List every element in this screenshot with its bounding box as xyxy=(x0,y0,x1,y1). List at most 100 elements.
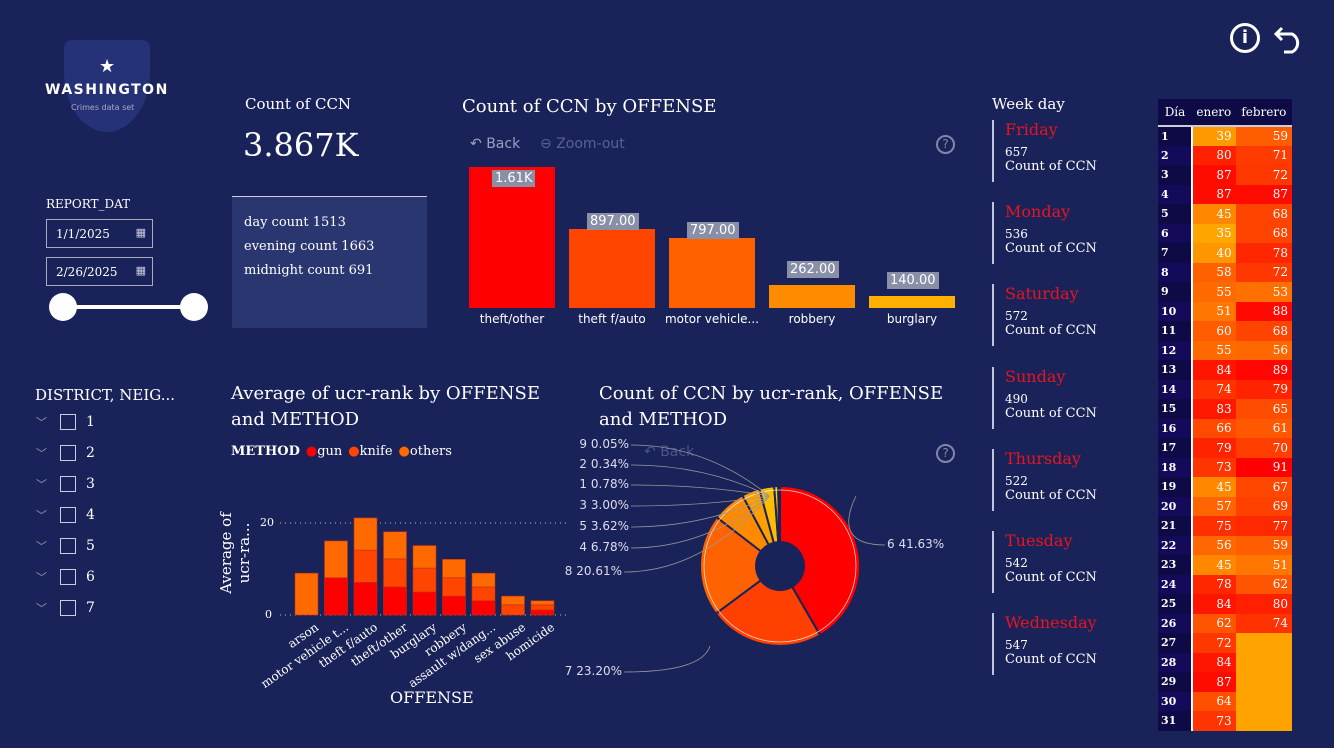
col-dia[interactable]: Día xyxy=(1158,99,1192,127)
bar-others-7[interactable] xyxy=(501,595,525,606)
day-cell: 7 xyxy=(1158,243,1193,263)
enero-cell: 51 xyxy=(1192,301,1236,321)
checkbox[interactable] xyxy=(60,600,76,616)
chevron-down-icon[interactable]: ﹀ xyxy=(36,478,47,491)
bar-robbery[interactable] xyxy=(769,285,855,308)
weekday-name: Monday xyxy=(1005,202,1071,222)
bar-others-6[interactable] xyxy=(471,572,496,588)
zoom-out-button[interactable]: ⊖ Zoom-out xyxy=(540,136,625,152)
slice-8[interactable] xyxy=(699,515,763,616)
calendar-icon[interactable]: ▦ xyxy=(135,264,146,277)
district-item-7[interactable]: ﹀ 7 xyxy=(36,600,95,616)
col-enero[interactable]: enero xyxy=(1192,99,1236,127)
date-range-slider[interactable] xyxy=(62,305,194,309)
bar-burglary[interactable] xyxy=(869,295,955,308)
bar-gun-6[interactable] xyxy=(471,600,496,616)
checkbox[interactable] xyxy=(60,414,76,430)
slice-6[interactable] xyxy=(779,484,861,637)
chevron-down-icon[interactable]: ﹀ xyxy=(36,447,47,460)
bar-others-1[interactable] xyxy=(324,540,348,579)
day-cell: 14 xyxy=(1158,379,1193,399)
day-cell: 4 xyxy=(1158,184,1193,204)
bar-gun-1[interactable] xyxy=(324,577,348,616)
end-date-input[interactable]: 2/26/2025 ▦ xyxy=(46,257,153,286)
bar-gun-5[interactable] xyxy=(442,595,466,616)
data-label: 897.00 xyxy=(587,213,639,231)
heatmap-row: 5 45 68 xyxy=(1158,204,1292,224)
donut-help-icon[interactable]: ? xyxy=(936,444,955,463)
bar-others-8[interactable] xyxy=(530,600,555,606)
bar-theft/other[interactable] xyxy=(469,167,555,308)
district-item-5[interactable]: ﹀ 5 xyxy=(36,538,95,554)
calendar-icon[interactable]: ▦ xyxy=(135,226,146,239)
chevron-down-icon[interactable]: ﹀ xyxy=(36,416,47,429)
bar-motor vehicle...[interactable] xyxy=(669,238,755,308)
bar-knife-6[interactable] xyxy=(471,586,496,602)
slider-end-handle[interactable] xyxy=(180,293,208,321)
district-label: 2 xyxy=(86,445,95,461)
checkbox[interactable] xyxy=(60,538,76,554)
bar-theft f/auto[interactable] xyxy=(569,229,655,308)
bar-knife-2[interactable] xyxy=(353,549,378,583)
day-cell: 28 xyxy=(1158,652,1193,672)
x-tick-label: motor vehicle... xyxy=(664,312,759,326)
enero-cell: 45 xyxy=(1192,477,1236,497)
chevron-down-icon[interactable]: ﹀ xyxy=(36,509,47,522)
bar-gun-8[interactable] xyxy=(530,609,555,616)
slice-7[interactable] xyxy=(714,578,822,647)
heatmap-row: 30 64 xyxy=(1158,691,1292,711)
district-item-2[interactable]: ﹀ 2 xyxy=(36,445,95,461)
checkbox[interactable] xyxy=(60,507,76,523)
bar-gun-4[interactable] xyxy=(412,591,437,616)
bar-knife-8[interactable] xyxy=(530,604,555,611)
bar-others-4[interactable] xyxy=(412,545,437,569)
day-cell: 16 xyxy=(1158,418,1193,438)
undo-icon[interactable] xyxy=(1272,20,1308,56)
chevron-down-icon[interactable]: ﹀ xyxy=(36,602,47,615)
bar-others-3[interactable] xyxy=(383,531,407,560)
legend-others[interactable]: ●others xyxy=(398,444,452,459)
legend-knife[interactable]: ●knife xyxy=(348,444,393,459)
heatmap-row: 3 87 72 xyxy=(1158,165,1292,185)
help-icon[interactable]: ? xyxy=(936,135,955,154)
checkbox[interactable] xyxy=(60,569,76,585)
col-febrero[interactable]: febrero xyxy=(1235,99,1292,127)
bar-knife-7[interactable] xyxy=(501,604,525,616)
bar-knife-5[interactable] xyxy=(442,577,466,597)
enero-cell: 75 xyxy=(1192,516,1236,536)
y-tick-0: 0 xyxy=(265,608,272,621)
chevron-down-icon[interactable]: ﹀ xyxy=(36,540,47,553)
district-item-3[interactable]: ﹀ 3 xyxy=(36,476,95,492)
chevron-down-icon[interactable]: ﹀ xyxy=(36,571,47,584)
bar-knife-4[interactable] xyxy=(412,567,437,593)
info-icon[interactable]: i xyxy=(1230,23,1260,53)
heatmap-row: 31 73 xyxy=(1158,711,1292,731)
district-item-1[interactable]: ﹀ 1 xyxy=(36,414,95,430)
leader-line xyxy=(630,495,770,549)
data-label: 797.00 xyxy=(687,222,739,240)
district-label: 4 xyxy=(86,507,95,523)
enero-cell: 78 xyxy=(1192,574,1236,594)
bar-others-5[interactable] xyxy=(442,559,466,579)
leader-line xyxy=(630,495,770,528)
checkbox[interactable] xyxy=(60,445,76,461)
heatmap-row: 21 75 77 xyxy=(1158,516,1292,536)
bar-others-2[interactable] xyxy=(353,517,378,551)
legend-gun[interactable]: ●gun xyxy=(305,444,343,459)
day-cell: 25 xyxy=(1158,594,1193,614)
start-date-input[interactable]: 1/1/2025 ▦ xyxy=(46,219,153,248)
district-item-6[interactable]: ﹀ 6 xyxy=(36,569,95,585)
slider-start-handle[interactable] xyxy=(49,293,77,321)
febrero-cell: 72 xyxy=(1235,262,1292,282)
weekday-name: Sunday xyxy=(1005,366,1066,386)
bar-gun-3[interactable] xyxy=(383,586,407,616)
bar-knife-3[interactable] xyxy=(383,558,407,588)
leader-line xyxy=(623,645,711,673)
district-item-4[interactable]: ﹀ 4 xyxy=(36,507,95,523)
weekday-count: 536 xyxy=(1005,227,1028,242)
back-button[interactable]: ↶ Back xyxy=(470,136,521,152)
bar-others-0[interactable] xyxy=(294,572,319,616)
checkbox[interactable] xyxy=(60,476,76,492)
febrero-cell: 51 xyxy=(1235,555,1292,575)
bar-gun-2[interactable] xyxy=(353,582,378,616)
